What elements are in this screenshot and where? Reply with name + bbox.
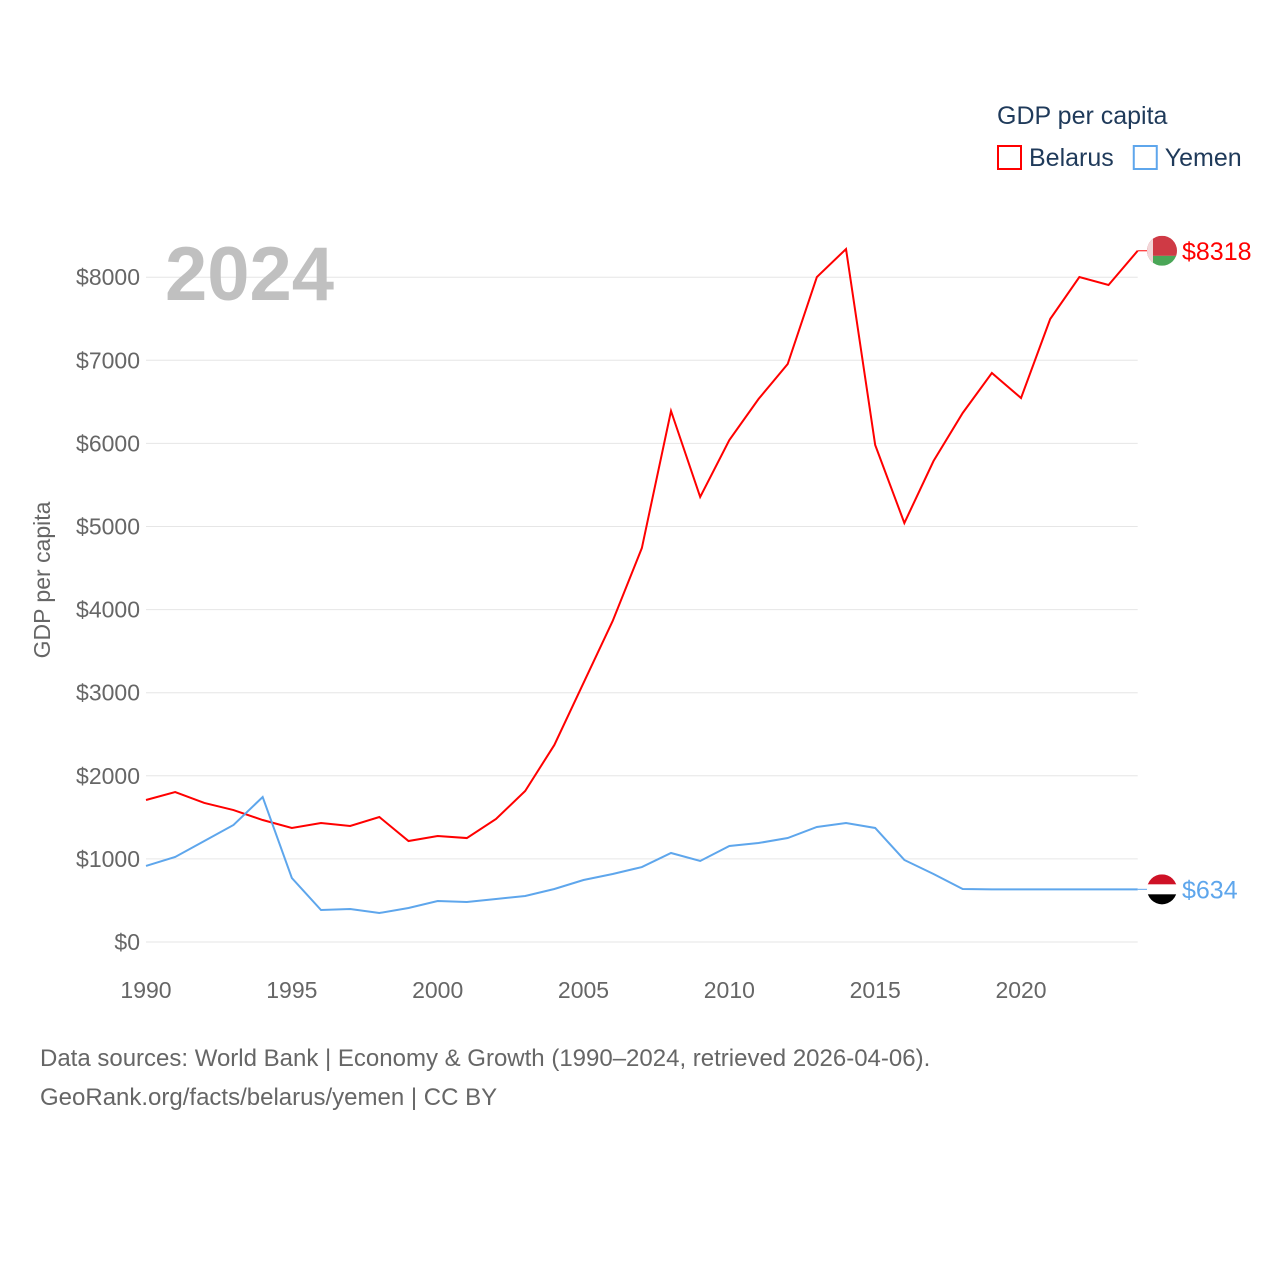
- y-tick-label: $8000: [76, 264, 140, 290]
- yemen-flag-icon: [1147, 874, 1177, 905]
- y-tick-label: $1000: [76, 846, 140, 872]
- x-tick-label: 1995: [266, 977, 317, 1003]
- x-tick-label: 1990: [120, 977, 171, 1003]
- end-value-label: $8318: [1182, 238, 1252, 266]
- y-tick-label: $5000: [76, 514, 140, 540]
- y-tick-label: $4000: [76, 597, 140, 623]
- series-line-yemen: [145, 795, 1138, 915]
- y-tick-label: $0: [114, 929, 140, 955]
- y-axis-label: GDP per capita: [29, 501, 55, 658]
- legend-item-yemen: Yemen: [1165, 144, 1242, 172]
- end-value-label: $634: [1182, 876, 1238, 904]
- y-tick-label: $2000: [76, 763, 140, 789]
- legend-item-belarus: Belarus: [1029, 144, 1114, 172]
- y-tick-label: $6000: [76, 430, 140, 456]
- x-tick-label: 2015: [850, 977, 901, 1003]
- x-tick-label: 2005: [558, 977, 609, 1003]
- y-tick-label: $7000: [76, 347, 140, 373]
- data-source-text: Data sources: World Bank | Economy & Gro…: [40, 1045, 931, 1072]
- series-line-belarus: [145, 246, 1139, 843]
- attribution-link[interactable]: GeoRank.org/facts/belarus/yemen | CC BY: [40, 1084, 498, 1111]
- belarus-flag-icon: [1147, 235, 1177, 266]
- legend-title: GDP per capita: [997, 102, 1168, 130]
- legend-swatch: [997, 145, 1022, 170]
- x-tick-label: 2010: [704, 977, 755, 1003]
- x-tick-label: 2020: [995, 977, 1046, 1003]
- y-tick-label: $3000: [76, 680, 140, 706]
- year-label: 2024: [165, 232, 334, 317]
- x-tick-label: 2000: [412, 977, 463, 1003]
- legend-swatch: [1132, 145, 1158, 170]
